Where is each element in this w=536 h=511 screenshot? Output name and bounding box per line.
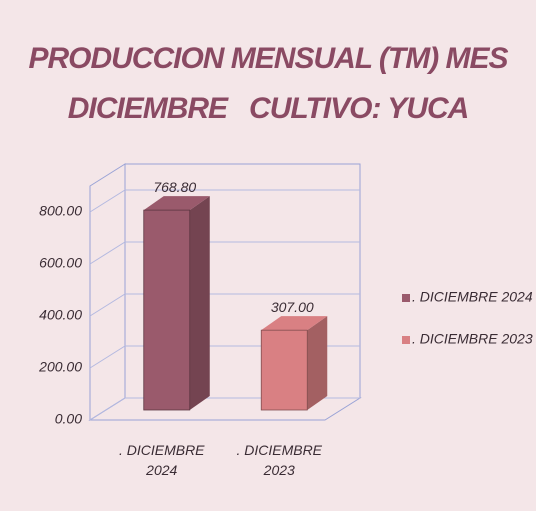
legend-label: . DICIEMBRE 2024 (412, 289, 533, 305)
bar (260, 329, 308, 411)
chart-title: DICIEMBRE CULTIVO: YUCA (67, 92, 470, 125)
legend-swatch (402, 336, 410, 344)
x-tick-label: . DICIEMBRE 2024 (118, 442, 205, 478)
y-tick-label: 0.00 (55, 411, 82, 427)
y-tick-label: 600.00 (39, 255, 82, 271)
data-label: 768.80 (153, 179, 196, 195)
grid-line (89, 189, 360, 213)
bar-side (307, 316, 328, 410)
x-tick-label: . DICIEMBRE 2023 (236, 442, 323, 478)
y-tick-label: 200.00 (38, 359, 82, 375)
chart-title: PRODUCCION MENSUAL (TM) MES (28, 42, 508, 75)
legend-swatch (402, 294, 410, 302)
bar (143, 209, 191, 411)
bar-side (189, 196, 210, 410)
data-label: 307.00 (271, 299, 314, 315)
legend-label: . DICIEMBRE 2023 (412, 331, 533, 347)
bar-top (143, 196, 210, 211)
grid-line (89, 241, 360, 265)
grid-line (89, 293, 360, 317)
bar-top (261, 316, 328, 331)
y-tick-label: 400.00 (39, 307, 82, 323)
y-tick-label: 800.00 (39, 203, 82, 219)
side-wall (89, 163, 126, 421)
